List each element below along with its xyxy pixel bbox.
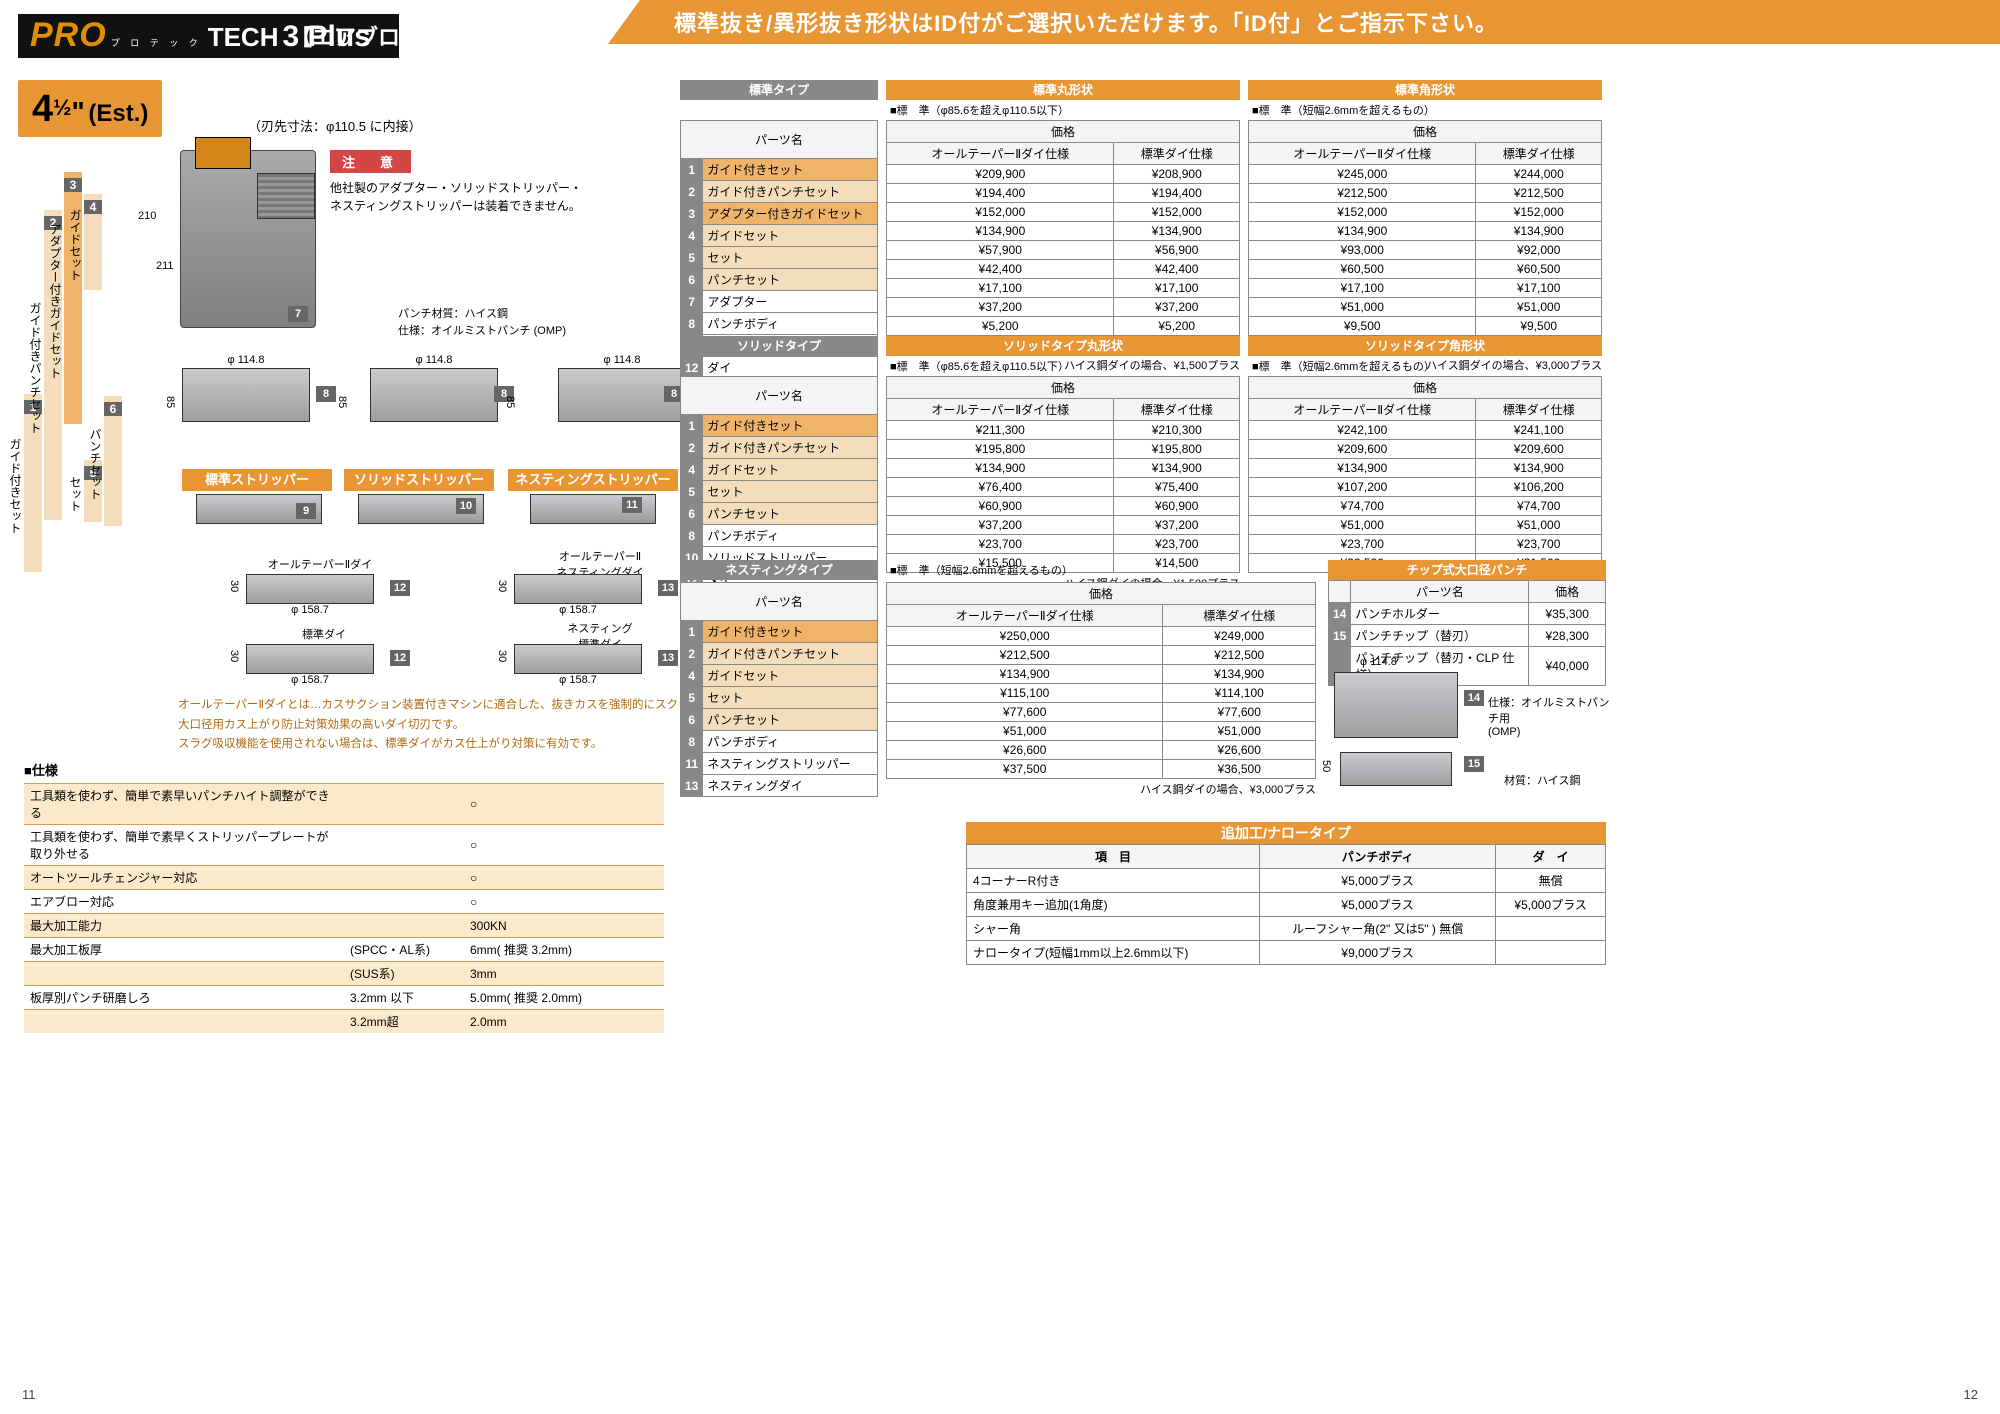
dim-211: 211 — [156, 260, 174, 272]
vbar-4: 4ガイドセット — [84, 194, 102, 290]
caution-text: 他社製のアダプター・ソリッドストリッパー・ ネスティングストリッパーは装着できま… — [330, 179, 582, 215]
price-section-0: 標準タイプ標準丸形状■標 準（φ85.6を超えφ110.5以下）標準角形状■標 … — [680, 80, 1608, 379]
header-subtitle: 【エアブロー対応】 — [290, 20, 488, 52]
vbar-6: 6パンチセット — [104, 396, 122, 526]
header-orange: 標準抜き/異形抜き形状はID付がご選択いただけます。「ID付」とご指示下さい。 — [640, 0, 2000, 44]
stripper-solid: ソリッドストリッパー — [344, 469, 494, 491]
page-left: 11 — [22, 1387, 36, 1402]
addl-table: 追加工/ナロータイプ 項 目パンチボディダ イ4コーナーR付き¥5,000プラス… — [966, 822, 1606, 965]
brand-pro: PRO — [30, 16, 107, 55]
stripper-std: 標準ストリッパー — [182, 469, 332, 491]
chip-illus1 — [1334, 672, 1458, 738]
chip-illus2 — [1340, 752, 1452, 786]
stripper-nest: ネスティングストリッパー — [508, 469, 678, 491]
spec-table: ■仕様 工具類を使わず、簡単で素早いパンチハイト調整ができる○工具類を使わず、簡… — [24, 760, 664, 1033]
brand-ruby: プ ロ テ ッ ク — [111, 36, 202, 49]
price-section-1: ソリッドタイプソリッドタイプ丸形状■標 準（φ85.6を超えφ110.5以下）ソ… — [680, 336, 1608, 591]
tool-illustration — [180, 150, 316, 328]
size-note: （刃先寸法：φ110.5 に内接） — [248, 116, 422, 135]
size-badge: 4½" (Est.) — [18, 80, 162, 137]
punch-note: パンチ材質：ハイス鋼 仕様：オイルミストパンチ (OMP) — [398, 306, 566, 339]
caution-box: 注 意 他社製のアダプター・ソリッドストリッパー・ ネスティングストリッパーは装… — [330, 150, 582, 215]
page-right: 12 — [1964, 1387, 1978, 1402]
die-row-top: φ 114.8 φ 114.8 φ 114.8 — [182, 354, 686, 422]
price-section-2: ネスティングタイプ■標 準（短幅2.6mmを超えるもの）パーツ名1ガイド付きセッ… — [680, 560, 1320, 797]
brand-tech: TECH — [208, 22, 279, 53]
dim-210: 210 — [138, 210, 156, 222]
